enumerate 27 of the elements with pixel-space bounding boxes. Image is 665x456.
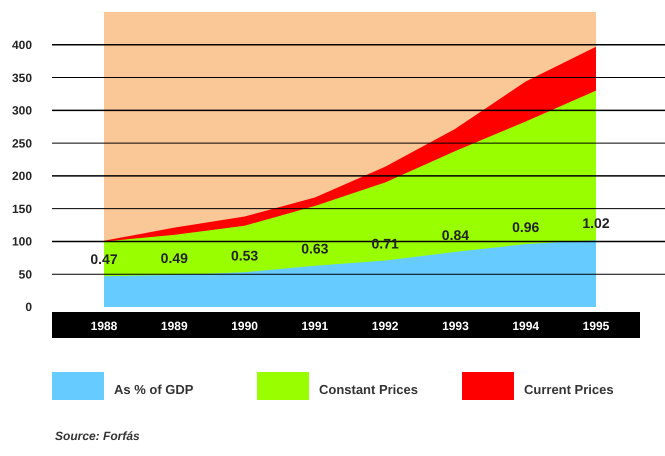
data-label: 0.47 bbox=[90, 251, 118, 268]
y-tick-label: 250 bbox=[12, 136, 32, 150]
y-tick-label: 300 bbox=[12, 104, 32, 118]
data-label: 0.96 bbox=[512, 219, 540, 236]
y-tick-label: 200 bbox=[12, 169, 32, 184]
y-tick-label: 400 bbox=[12, 38, 32, 52]
data-label: 0.53 bbox=[230, 247, 258, 264]
x-tick-label: 1992 bbox=[372, 319, 399, 334]
legend-label: Current Prices bbox=[524, 382, 614, 397]
data-label: 0.63 bbox=[301, 240, 329, 257]
x-tick-label: 1988 bbox=[90, 319, 118, 334]
y-tick-label: 50 bbox=[18, 267, 32, 282]
source-note: Source: Forfás bbox=[55, 429, 140, 443]
x-tick-label: 1993 bbox=[442, 319, 470, 334]
legend-label: As % of GDP bbox=[114, 382, 194, 397]
y-tick-label: 100 bbox=[12, 234, 32, 249]
x-tick-label: 1991 bbox=[302, 319, 329, 334]
data-label: 0.49 bbox=[160, 250, 188, 266]
legend-label: Constant Prices bbox=[319, 382, 418, 397]
y-tick-label: 350 bbox=[12, 70, 32, 85]
x-tick-label: 1994 bbox=[512, 319, 540, 334]
y-tick-label: 150 bbox=[12, 202, 32, 216]
x-tick-label: 1989 bbox=[160, 319, 188, 334]
x-tick-label: 1990 bbox=[231, 319, 258, 334]
data-label: 0.84 bbox=[442, 226, 470, 243]
x-tick-label: 1995 bbox=[582, 319, 610, 334]
y-tick-label: 0 bbox=[25, 300, 32, 314]
